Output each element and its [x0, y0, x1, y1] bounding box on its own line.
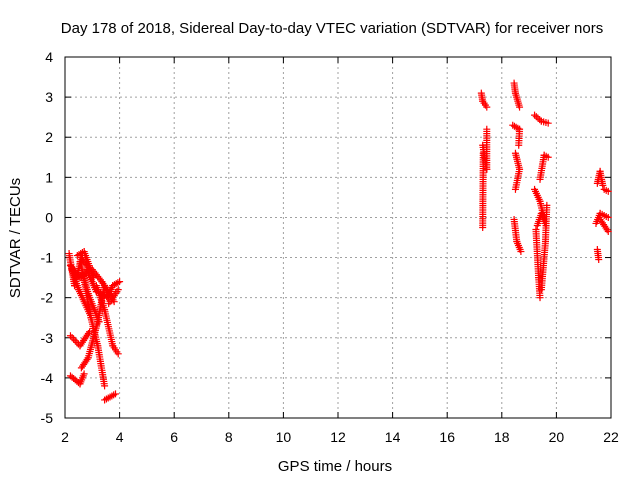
data-point: [83, 356, 91, 364]
series-arc-5: [66, 370, 88, 388]
data-point: [114, 279, 122, 287]
series-arc-20: [509, 121, 524, 149]
x-tick-label: 18: [494, 429, 510, 445]
data-point: [479, 149, 487, 157]
series-arc-4: [66, 328, 94, 350]
x-tick-label: 2: [61, 429, 69, 445]
x-axis-label: GPS time / hours: [278, 458, 392, 475]
series-arc-23: [531, 111, 552, 127]
grid-lines: [65, 57, 611, 418]
series-arc-18: [479, 149, 487, 231]
data-point: [514, 124, 522, 132]
x-tick-label: 14: [385, 429, 401, 445]
data-point: [599, 181, 607, 189]
x-tick-label: 16: [439, 429, 455, 445]
x-tick-label: 6: [170, 429, 178, 445]
x-tick-label: 20: [549, 429, 565, 445]
y-tick-label: 0: [45, 209, 53, 225]
series-arc-17: [479, 125, 491, 173]
data-point: [515, 141, 523, 149]
y-tick-label: -2: [41, 290, 54, 306]
y-tick-label: -1: [41, 250, 54, 266]
series-arc-32: [596, 215, 612, 235]
y-tick-label: 2: [45, 129, 53, 145]
data-point: [536, 294, 544, 302]
data-point: [532, 113, 540, 121]
series-arc-12: [92, 282, 122, 358]
data-point: [517, 248, 525, 256]
data-point: [114, 350, 122, 358]
y-tick-label: 1: [45, 169, 53, 185]
series-arc-28: [537, 201, 551, 294]
y-tick-label: 4: [45, 49, 53, 65]
series-arc-16: [477, 89, 491, 111]
series-arc-27: [532, 225, 544, 302]
x-tick-labels: 2 4 6 8 10 12 14 16 18 20 22: [61, 429, 619, 445]
data-point: [604, 213, 612, 221]
data-point: [531, 111, 539, 119]
data-point: [543, 201, 551, 209]
series-arc-14: [103, 278, 124, 302]
x-tick-label: 10: [276, 429, 292, 445]
data-point: [604, 187, 612, 195]
data-point: [80, 370, 88, 378]
y-tick-label: 3: [45, 89, 53, 105]
y-tick-label: -3: [41, 330, 54, 346]
series-arc-3: [68, 266, 94, 318]
series-arc-13: [101, 390, 120, 404]
y-tick-labels: -5 -4 -3 -2 -1 0 1 2 3 4: [41, 49, 54, 426]
data-point: [483, 103, 491, 111]
x-tick-label: 22: [603, 429, 619, 445]
x-tick-label: 4: [116, 429, 124, 445]
data-point: [536, 116, 544, 124]
data-point: [534, 114, 542, 122]
data-point: [112, 390, 120, 398]
data-point: [70, 335, 78, 343]
series-arc-21: [511, 149, 524, 193]
y-tick-label: -4: [41, 370, 54, 386]
series-arc-24: [536, 151, 552, 183]
series-arc-29: [593, 167, 607, 189]
data-point: [66, 332, 74, 340]
data-point: [544, 153, 552, 161]
data-point: [114, 286, 122, 294]
series-arc-15: [105, 286, 122, 308]
axis-ticks: [64, 56, 612, 419]
data-point: [603, 226, 611, 234]
x-tick-label: 12: [330, 429, 346, 445]
series-arc-33: [593, 246, 603, 264]
data-point: [544, 119, 552, 127]
data-point: [604, 227, 612, 235]
data-point: [511, 185, 519, 193]
data-point: [116, 278, 124, 286]
y-tick-label: -5: [41, 410, 54, 426]
data-point: [483, 125, 491, 133]
series-arc-22: [510, 215, 525, 256]
data-point: [71, 337, 79, 345]
series-arc-30: [600, 185, 612, 195]
x-tick-label: 8: [225, 429, 233, 445]
data-point: [516, 103, 524, 111]
y-axis-label: SDTVAR / TECUs: [7, 178, 24, 298]
data-point: [595, 256, 603, 264]
series-arc-19: [510, 79, 524, 111]
chart-title: Day 178 of 2018, Sidereal Day-to-day VTE…: [61, 20, 603, 37]
data-point: [68, 333, 76, 341]
data-point: [101, 382, 109, 390]
data-points: [65, 79, 612, 404]
data-point: [96, 276, 104, 284]
